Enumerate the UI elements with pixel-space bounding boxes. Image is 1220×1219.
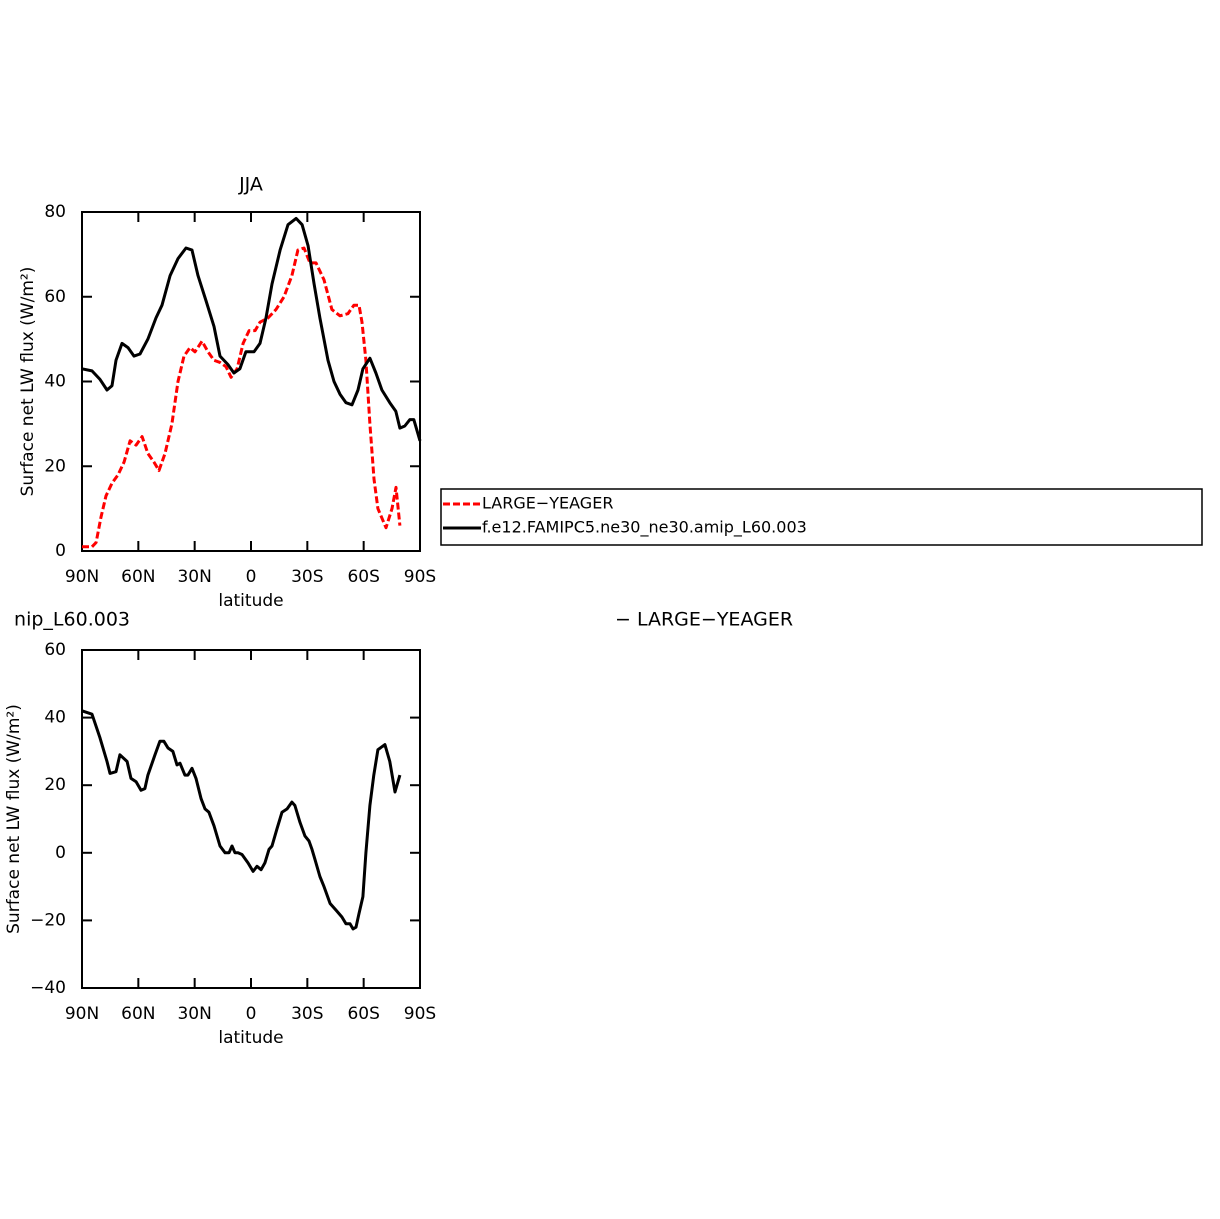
x-tick-label: 30S (291, 1004, 323, 1024)
x-tick-label: 0 (246, 1004, 257, 1024)
y-tick-label: 40 (44, 708, 66, 728)
x-tick-label: 60S (347, 567, 379, 587)
x-tick-label: 30S (291, 567, 323, 587)
plot-frame (81, 211, 421, 552)
data-line (82, 246, 402, 549)
chart-title: − LARGE−YEAGER (615, 609, 793, 631)
x-tick-label: 60N (121, 1004, 155, 1024)
x-tick-label: 60S (347, 1004, 379, 1024)
y-tick-label: 80 (44, 202, 66, 222)
x-tick-label: 30N (177, 567, 211, 587)
y-tick-label: 20 (44, 456, 66, 476)
x-tick-label: 30N (177, 1004, 211, 1024)
y-tick-label: −20 (30, 910, 66, 930)
x-tick-label: 0 (246, 567, 257, 587)
x-tick-label: 90S (404, 1004, 436, 1024)
y-tick-label: −40 (30, 978, 66, 998)
chart-title: JJA (238, 174, 263, 196)
y-tick-label: 60 (44, 287, 66, 307)
data-line (81, 216, 422, 442)
x-axis-label: latitude (218, 591, 283, 611)
legend-label: LARGE−YEAGER (482, 494, 613, 513)
legend-box (440, 488, 1203, 546)
data-line (81, 709, 402, 931)
y-tick-label: 0 (55, 541, 66, 561)
x-tick-label: 90N (65, 1004, 99, 1024)
y-tick-label: 60 (44, 640, 66, 660)
y-axis-label: Surface net LW flux (W/m²) (18, 267, 38, 497)
y-tick-label: 20 (44, 775, 66, 795)
legend-label: f.e12.FAMIPC5.ne30_ne30.amip_L60.003 (482, 518, 807, 538)
y-tick-label: 40 (44, 372, 66, 392)
x-tick-label: 90S (404, 567, 436, 587)
x-axis-label: latitude (218, 1028, 283, 1048)
chart-title: nip_L60.003 (14, 609, 130, 631)
x-tick-label: 90N (65, 567, 99, 587)
y-axis-label: Surface net LW flux (W/m²) (4, 704, 24, 934)
y-tick-label: 0 (55, 843, 66, 863)
x-tick-label: 60N (121, 567, 155, 587)
